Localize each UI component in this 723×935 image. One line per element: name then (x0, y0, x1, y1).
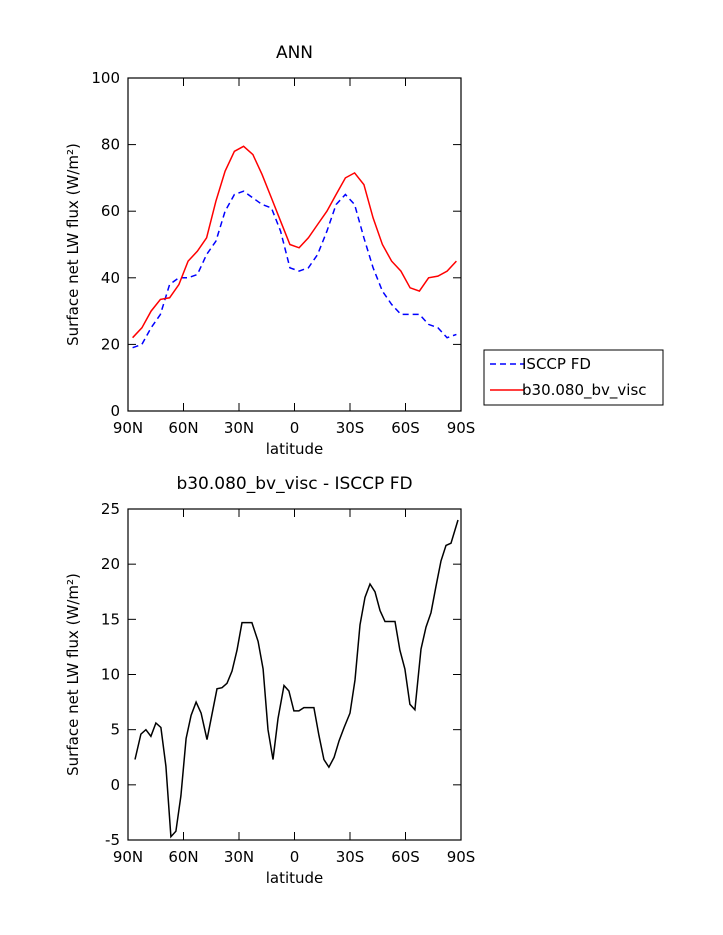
x-axis-label: latitude (266, 869, 324, 887)
x-tick-label: 0 (290, 848, 300, 866)
y-tick-label: 60 (101, 202, 120, 220)
y-axis-label: Surface net LW flux (W/m²) (64, 573, 82, 776)
y-tick-label: 25 (101, 500, 120, 518)
chart-title: ANN (276, 43, 313, 63)
x-tick-label: 60N (168, 419, 198, 437)
legend-box (483, 349, 664, 406)
plot-frame (127, 77, 462, 412)
x-tick-label: 30S (336, 419, 365, 437)
chart-title: b30.080_bv_visc - ISCCP FD (176, 474, 412, 494)
x-tick-label: 90N (113, 848, 143, 866)
y-tick-label: 0 (110, 776, 120, 794)
plot-frame (127, 508, 462, 841)
x-tick-label: 30N (224, 848, 254, 866)
y-tick-label: 20 (101, 335, 120, 353)
x-tick-label: 90N (113, 419, 143, 437)
y-tick-label: 0 (110, 402, 120, 420)
data-line (132, 145, 457, 339)
x-tick-label: 30S (336, 848, 365, 866)
legend-label: ISCCP FD (522, 355, 591, 373)
y-tick-label: 15 (101, 610, 120, 628)
y-tick-label: 20 (101, 555, 120, 573)
x-tick-label: 0 (290, 419, 300, 437)
x-tick-label: 90S (447, 848, 476, 866)
data-line (132, 190, 457, 349)
x-tick-label: 60N (168, 848, 198, 866)
y-tick-label: 5 (110, 721, 120, 739)
y-tick-label: 10 (101, 666, 120, 684)
x-tick-label: 60S (391, 848, 420, 866)
x-tick-label: 30N (224, 419, 254, 437)
x-axis-label: latitude (266, 440, 324, 458)
x-tick-label: 60S (391, 419, 420, 437)
y-tick-label: -5 (105, 831, 120, 849)
y-tick-label: 80 (101, 136, 120, 154)
data-line (134, 519, 459, 839)
x-tick-label: 90S (447, 419, 476, 437)
y-tick-label: 40 (101, 269, 120, 287)
legend-label: b30.080_bv_visc (522, 381, 647, 400)
y-axis-label: Surface net LW flux (W/m²) (64, 143, 82, 346)
y-tick-label: 100 (91, 69, 120, 87)
